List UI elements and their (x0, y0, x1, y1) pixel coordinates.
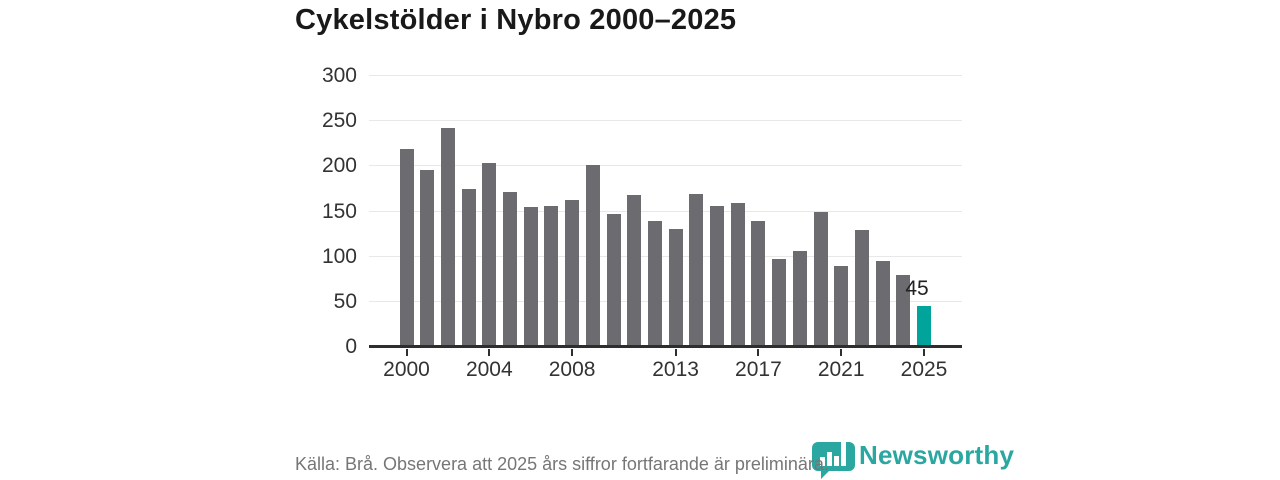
bar-2020 (813, 212, 828, 347)
bar-2000 (399, 149, 414, 347)
y-axis-tick-label: 0 (345, 335, 357, 358)
logo-bubble-tail-icon (821, 470, 830, 479)
bar-2019 (792, 251, 807, 347)
x-axis-tick (840, 349, 843, 356)
y-axis-labels: 0 50 100 150 200 250 300 (230, 64, 357, 358)
x-axis-tick-label: 2017 (735, 358, 782, 381)
plot-area: 45 2000 2004 2008 2013 2017 2021 2025 (369, 75, 962, 381)
bar-2013 (668, 228, 683, 347)
x-axis-tick (488, 349, 491, 356)
bar-2012 (647, 221, 662, 347)
y-axis-tick-label: 100 (321, 244, 357, 268)
chart-title: Cykelstölder i Nybro 2000–2025 (295, 4, 737, 36)
gridline (369, 210, 962, 212)
x-axis-tick (674, 349, 677, 356)
bar-2023 (875, 261, 890, 347)
bar-2007 (544, 206, 559, 347)
bar-2025 (917, 306, 931, 347)
x-axis-tick-label: 2013 (652, 358, 699, 381)
highlight-value-label: 45 (905, 277, 929, 301)
bar-2003 (461, 188, 476, 347)
bar-2015 (710, 206, 724, 347)
y-axis-tick-label: 150 (321, 199, 357, 223)
source-note: Källa: Brå. Observera att 2025 års siffr… (295, 454, 829, 474)
newsworthy-brand-name: Newsworthy (859, 440, 1015, 470)
x-axis-tick-label: 2004 (465, 358, 513, 381)
bar-2008 (565, 199, 580, 347)
bar-2009 (585, 165, 600, 347)
y-axis-tick-label: 50 (333, 289, 357, 313)
gridline (369, 75, 962, 76)
gridline (369, 255, 962, 257)
x-axis-tick (757, 349, 760, 356)
chart-area: 0 50 100 150 200 250 300 45 2000 2004 2008 2013 201… (0, 64, 1280, 381)
x-axis-tick-label: 2000 (383, 358, 430, 381)
logo-mini-bar-icon (841, 441, 846, 466)
bar-2006 (523, 206, 538, 347)
y-axis-tick-label: 250 (321, 109, 357, 133)
newsworthy-logo: Newsworthy (812, 440, 1014, 479)
bar-2016 (730, 203, 745, 347)
bar-2014 (689, 194, 704, 347)
logo-mini-bar-icon (834, 456, 839, 466)
bar-2002 (440, 127, 455, 347)
bar-2001 (420, 169, 435, 347)
bar-2018 (772, 259, 787, 347)
gridline (369, 165, 962, 167)
gridline (369, 300, 962, 302)
x-axis-tick (923, 349, 925, 356)
logo-mini-bar-icon (827, 452, 832, 466)
bar-2010 (606, 214, 621, 347)
x-axis-tick (405, 349, 408, 356)
bar-2004 (482, 162, 497, 347)
bar-2021 (834, 265, 849, 347)
gridline (369, 120, 962, 122)
bar-2011 (627, 195, 642, 347)
x-axis-tick-label: 2021 (817, 358, 865, 381)
bar-2005 (503, 191, 517, 347)
logo-mini-bar-icon (820, 457, 825, 466)
bar-2024 (896, 274, 911, 347)
y-axis-tick-label: 300 (321, 64, 357, 87)
x-axis-tick-label: 2025 (900, 358, 948, 381)
x-axis-tick-label: 2008 (548, 358, 596, 381)
x-axis-line (369, 345, 962, 348)
y-axis-tick-label: 200 (321, 154, 357, 178)
bar-2017 (751, 221, 766, 347)
x-axis-tick (571, 349, 574, 356)
newsworthy-chart-bubble-icon (812, 441, 855, 479)
bar-2022 (854, 229, 869, 347)
